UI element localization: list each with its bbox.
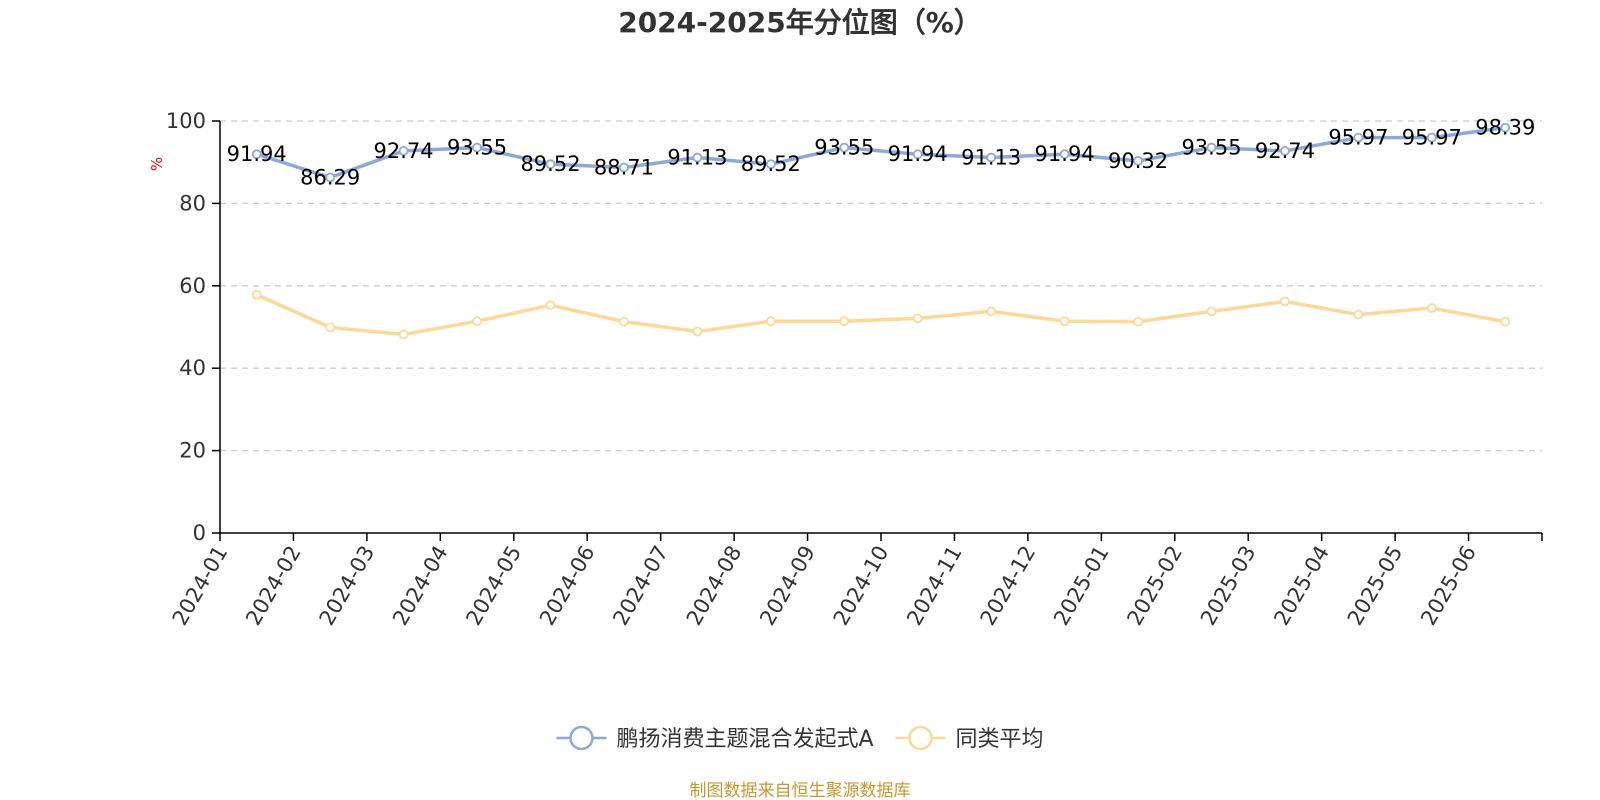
x-tick-label: 2024-10 — [829, 542, 894, 630]
data-label: 91.94 — [888, 142, 948, 166]
data-point[interactable] — [912, 149, 923, 160]
data-point[interactable] — [545, 300, 556, 311]
data-label: 91.13 — [961, 146, 1021, 170]
grid-lines — [220, 120, 1542, 452]
data-label: 91.94 — [1035, 142, 1095, 166]
data-label: 95.97 — [1328, 126, 1388, 150]
y-tick-label: 80 — [179, 191, 206, 215]
data-point[interactable] — [986, 152, 997, 163]
data-point[interactable] — [1280, 146, 1290, 156]
data-point[interactable] — [1133, 316, 1143, 327]
data-labels: 91.94 86.29 92.74 93.55 89.52 88.71 91.13 89.52… — [227, 116, 1536, 190]
data-point[interactable] — [472, 142, 482, 153]
data-point[interactable] — [1500, 122, 1511, 133]
y-tick-label: 20 — [179, 439, 206, 463]
data-point[interactable] — [251, 289, 262, 300]
data-point[interactable] — [1206, 142, 1217, 153]
legend-circle-icon — [908, 725, 933, 751]
x-tick-label: 2024-11 — [902, 542, 967, 630]
data-point[interactable] — [1353, 309, 1364, 320]
data-label: 90.32 — [1108, 149, 1168, 173]
data-source-note: 制图数据来自恒生聚源数据库 — [690, 781, 911, 800]
x-tick-label: 2024-03 — [315, 542, 380, 630]
y-tick-label: 100 — [166, 109, 206, 133]
data-point[interactable] — [1059, 149, 1070, 160]
data-point[interactable] — [619, 162, 629, 173]
x-tick-label: 2024-01 — [168, 542, 233, 630]
series-lines — [251, 122, 1511, 340]
data-label: 86.29 — [300, 165, 360, 189]
data-point[interactable] — [839, 142, 850, 153]
data-point[interactable] — [545, 159, 556, 170]
data-label: 93.55 — [447, 136, 507, 160]
data-point[interactable] — [1206, 306, 1217, 317]
x-tick-label: 2024-07 — [608, 542, 673, 630]
data-label: 92.74 — [1255, 139, 1315, 163]
data-point[interactable] — [986, 306, 997, 317]
data-point[interactable] — [1426, 132, 1437, 143]
data-point[interactable] — [1353, 132, 1364, 143]
data-label: 89.52 — [741, 152, 801, 176]
x-tick-label: 2025-02 — [1122, 542, 1187, 630]
legend[interactable]: 鹏扬消费主题混合发起式A 同类平均 — [556, 725, 1044, 752]
y-tick-label: 40 — [179, 356, 206, 380]
data-point[interactable] — [1059, 316, 1070, 327]
data-label: 95.97 — [1402, 126, 1462, 150]
data-label: 93.55 — [814, 136, 874, 160]
chart-title: 2024-2025年分位图（%） — [618, 6, 982, 39]
data-point[interactable] — [325, 322, 336, 333]
data-point[interactable] — [398, 146, 409, 156]
data-point[interactable] — [325, 172, 336, 183]
data-point[interactable] — [472, 316, 482, 327]
data-point[interactable] — [1280, 296, 1290, 307]
data-point[interactable] — [251, 149, 262, 160]
data-label: 92.74 — [374, 139, 434, 163]
data-point[interactable] — [912, 313, 923, 324]
y-tick-label: 0 — [193, 521, 206, 545]
x-tick-label: 2025-01 — [1049, 542, 1114, 630]
x-tick-label: 2024-08 — [682, 542, 747, 630]
data-point[interactable] — [1500, 316, 1511, 327]
data-label: 98.39 — [1475, 116, 1535, 140]
data-point[interactable] — [692, 326, 703, 337]
data-point[interactable] — [839, 316, 850, 327]
data-point[interactable] — [765, 159, 776, 170]
legend-label: 同类平均 — [956, 727, 1044, 752]
data-point[interactable] — [1133, 155, 1143, 166]
legend-item[interactable]: 鹏扬消费主题混合发起式A — [556, 725, 874, 752]
x-tick-label: 2025-05 — [1343, 542, 1408, 630]
data-label: 91.13 — [667, 146, 727, 170]
x-tick-label: 2024-02 — [241, 542, 306, 630]
data-point[interactable] — [692, 152, 703, 163]
x-tick-label: 2025-04 — [1269, 542, 1334, 630]
data-label: 93.55 — [1181, 136, 1241, 160]
x-tick-label: 2024-04 — [388, 542, 453, 630]
data-label: 89.52 — [520, 152, 580, 176]
series-line — [254, 293, 1508, 337]
x-tick-label: 2024-12 — [976, 542, 1041, 630]
x-tick-label: 2024-05 — [461, 542, 526, 630]
series-line — [254, 125, 1508, 180]
axes: 0 20 40 60 80 100 2024-01 2024-02 2024-03 2024-04… — [166, 109, 1543, 630]
legend-item[interactable]: 同类平均 — [895, 725, 1044, 752]
x-tick-label: 2024-09 — [755, 542, 820, 630]
y-axis-unit: % — [148, 157, 166, 171]
data-label: 91.94 — [227, 142, 287, 166]
data-point[interactable] — [619, 316, 629, 327]
legend-label: 鹏扬消费主题混合发起式A — [616, 727, 873, 752]
data-point[interactable] — [398, 329, 409, 340]
data-label: 88.71 — [594, 156, 654, 180]
x-tick-label: 2025-06 — [1416, 542, 1481, 630]
legend-circle-icon — [569, 725, 594, 751]
data-point[interactable] — [765, 316, 776, 327]
data-point[interactable] — [1426, 303, 1437, 313]
y-tick-label: 60 — [179, 274, 206, 298]
x-tick-label: 2024-06 — [535, 542, 600, 630]
x-tick-label: 2025-03 — [1196, 542, 1261, 630]
